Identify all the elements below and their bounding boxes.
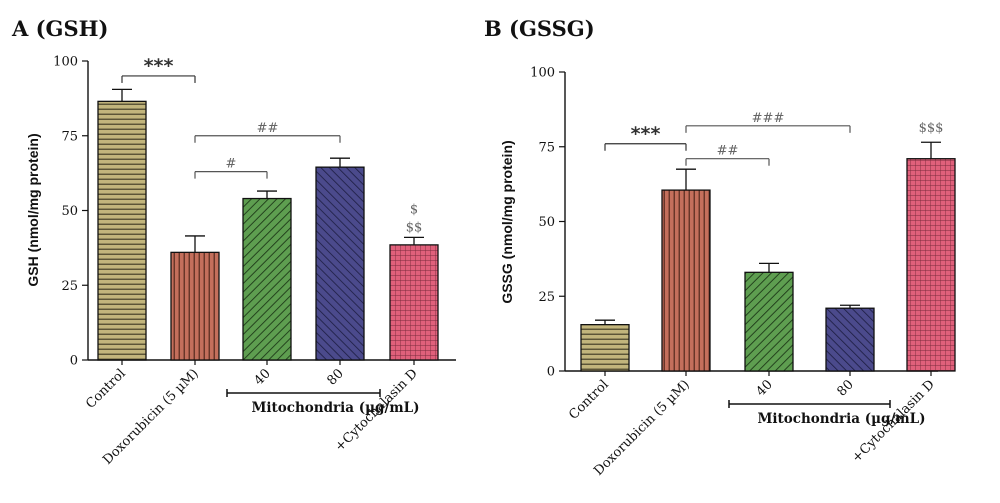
group-label: Mitochondria (µg/mL) [757,411,925,427]
bar [170,251,220,361]
category-label: 40 [252,366,274,388]
y-tick-label: 0 [547,365,555,380]
bar [580,324,630,372]
y-tick-label: 0 [70,354,78,369]
panel-gsh: A (GSH) GSH (nmol/mg protein) 0 25 50 75 100… [11,16,456,468]
category-label: 40 [754,377,776,399]
significance-marker: # [226,157,237,172]
significance-marker: *** [631,123,661,145]
group-label: Mitochondria (µg/mL) [251,400,419,416]
significance-marker: ## [717,144,739,159]
bar [97,100,147,361]
significance-marker: $ [410,202,418,217]
significance-marker: ## [257,121,279,136]
category-label: Control [83,366,129,412]
bar [315,166,365,361]
panel-gssg: B (GSSG) GSSG (nmol/mg protein) 0 25 50 75 1… [484,16,956,479]
significance-marker: ### [752,111,785,126]
y-tick-label: 50 [61,204,78,219]
bar [389,244,439,361]
bar [661,189,711,372]
y-axis-label: GSH (nmol/mg protein) [25,133,41,286]
y-tick-label: 75 [538,140,555,155]
y-tick-label: 25 [538,290,555,305]
y-axis-label: GSSG (nmol/mg protein) [499,140,515,303]
bar [825,307,875,372]
y-tick-label: 25 [61,279,78,294]
bar [242,197,292,361]
panel-title: B (GSSG) [484,16,595,41]
category-label: 80 [325,366,347,388]
y-tick-label: 100 [530,66,555,81]
category-label: 80 [835,377,857,399]
bar [906,158,956,372]
significance-marker: *** [144,55,174,77]
y-tick-label: 75 [61,129,78,144]
y-tick-label: 50 [538,215,555,230]
y-tick-label: 100 [53,55,78,70]
panel-title: A (GSH) [11,16,108,41]
bar [744,271,794,372]
significance-marker: $$$ [919,121,944,136]
category-label: Control [566,377,612,423]
significance-marker: $$ [406,220,423,235]
